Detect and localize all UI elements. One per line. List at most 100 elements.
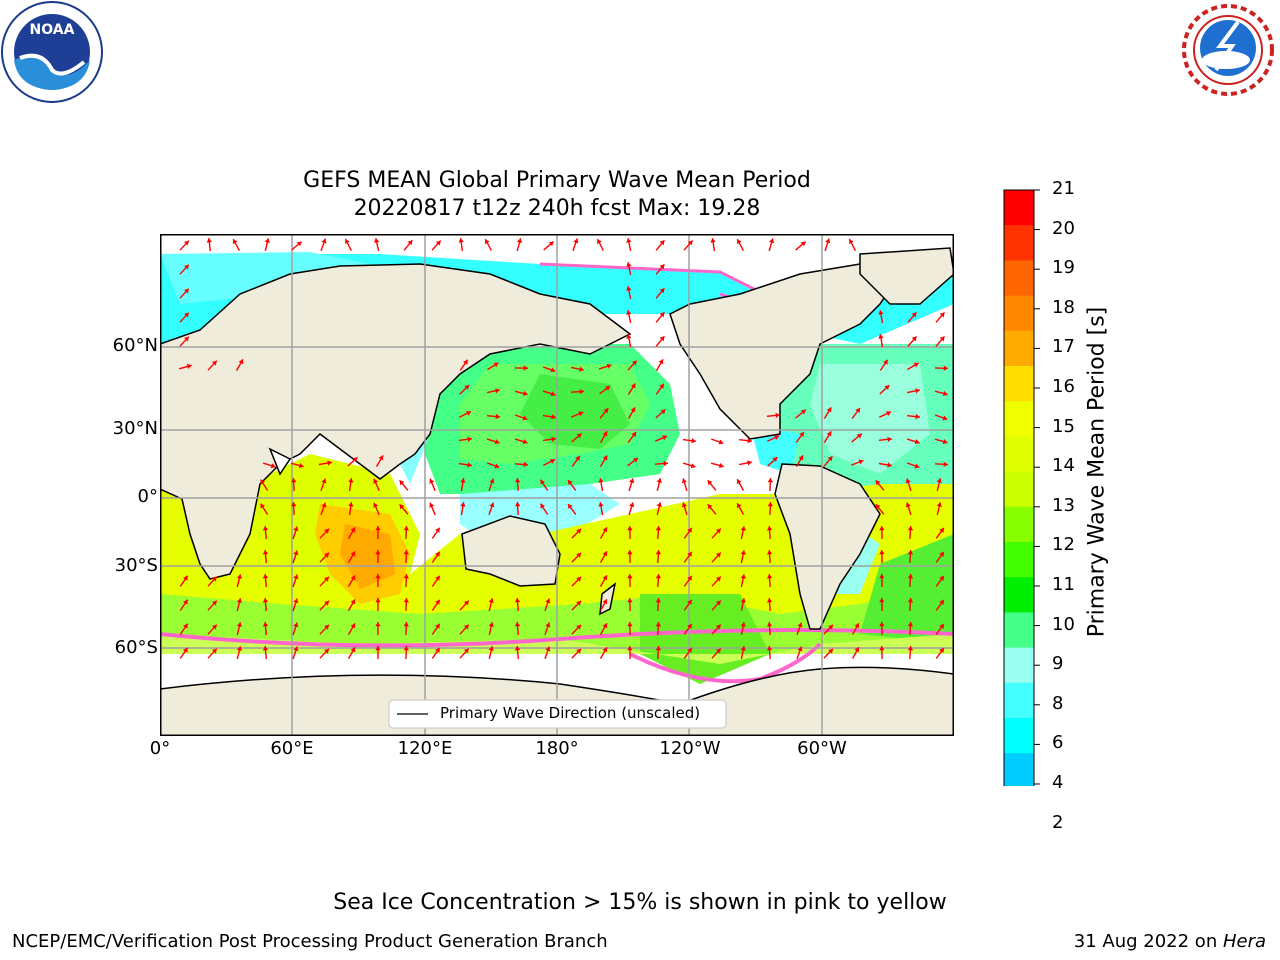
wave-arrow-head [458, 238, 464, 243]
colorbar-segment [1004, 330, 1034, 367]
wave-arrow-head [687, 240, 693, 246]
wave-arrow-head [350, 575, 356, 581]
wave-arrow-head [627, 526, 633, 531]
wave-arrow-head [626, 286, 632, 291]
wave-arrow-head [943, 365, 948, 371]
lon-label-60e: 60°E [270, 738, 314, 759]
colorbar-tick-label: 13 [1052, 494, 1075, 516]
lon-label-120e: 120°E [397, 738, 453, 759]
wave-arrow-head [715, 576, 721, 582]
wave-arrow-head [659, 336, 665, 342]
wave-arrow-head [655, 526, 661, 531]
wave-arrow-head [767, 502, 773, 507]
wave-arrow-head [826, 431, 832, 437]
wave-arrow-head [291, 502, 297, 507]
lat-label-30n: 30°N [112, 418, 158, 439]
wave-arrow-head [630, 383, 636, 389]
wave-arrow-head [262, 598, 269, 603]
wave-arrow-head [293, 598, 299, 604]
colorbar-segment [1004, 295, 1034, 332]
wave-arrow-head [606, 363, 612, 369]
wave-arrow-head [905, 502, 911, 508]
map-title-line2: 20220817 t12z 240h fcst Max: 19.28 [353, 196, 761, 221]
wave-arrow-head [687, 623, 692, 629]
wave-arrow-head [184, 288, 189, 294]
wave-arrow-head [350, 599, 356, 605]
wave-arrow-head [879, 646, 885, 651]
wave-arrow-head [775, 412, 780, 418]
wave-arrow-head [905, 478, 911, 484]
wave-arrow-head [631, 432, 637, 438]
wave-arrow-head [939, 599, 944, 605]
colorbar-tick-label: 12 [1052, 534, 1075, 556]
wave-arrow-head [747, 460, 752, 466]
wave-arrow-head [687, 647, 692, 653]
wave-arrow-head [655, 622, 661, 627]
colorbar-segment [1004, 612, 1034, 649]
wave-arrow-head [907, 550, 914, 555]
colorbar-segment [1004, 718, 1034, 754]
wave-arrow-head [236, 598, 242, 603]
wave-arrow-head [324, 624, 329, 630]
wave-arrow-head [373, 478, 379, 484]
sea-ice-note: Sea Ice Concentration > 15% is shown in … [333, 890, 947, 915]
wave-arrow-head [772, 457, 778, 462]
wave-arrow-head [942, 415, 948, 421]
map-legend [388, 699, 727, 729]
wave-arrow-head [655, 550, 661, 555]
wave-arrow-head [662, 435, 668, 441]
wave-arrow-head [260, 479, 266, 485]
wave-arrow-head [515, 502, 521, 507]
wave-arrow-head [878, 334, 884, 339]
wave-arrow-head [660, 409, 666, 415]
wave-arrow-head [523, 365, 528, 371]
wave-arrow-head [262, 526, 269, 531]
wave-arrow-head [488, 646, 494, 651]
wave-arrow-head [631, 360, 637, 366]
colorbar-segment [1004, 506, 1034, 543]
wave-arrow-head [878, 310, 884, 315]
wave-arrow-head [545, 646, 551, 652]
wave-arrow-head [232, 239, 238, 245]
wave-arrow-head [627, 550, 633, 555]
wave-arrow-head [484, 239, 490, 245]
wave-arrow-head [435, 599, 440, 605]
wave-arrow-head [942, 439, 948, 445]
wave-arrow-head [658, 359, 664, 365]
wave-arrow-head [489, 478, 495, 484]
wave-arrow-head [270, 463, 276, 469]
wave-arrow-head [740, 550, 746, 555]
wave-arrow-head [939, 623, 944, 629]
wave-arrow-head [633, 457, 638, 463]
wave-arrow-head [514, 598, 521, 603]
wave-arrow-head [373, 502, 379, 508]
colorbar-tick-label: 2 [1052, 811, 1064, 833]
wave-arrow-head [375, 550, 381, 555]
wave-arrow-head [212, 648, 217, 654]
wave-arrow-head [375, 646, 381, 651]
colorbar-tick-label: 20 [1052, 217, 1075, 239]
wave-arrow-head [183, 647, 188, 653]
wave-arrow-head [626, 262, 632, 267]
wave-arrow-head [602, 455, 608, 461]
wave-arrow-head [875, 480, 881, 486]
wave-arrow-head [879, 526, 885, 531]
wave-arrow-head [884, 385, 890, 390]
wave-arrow-head [766, 526, 773, 531]
wave-arrow-head [939, 312, 945, 318]
wave-arrow-head [515, 478, 521, 483]
wave-arrow-head [184, 264, 189, 270]
wave-arrow-head [464, 385, 470, 390]
lat-label-60s: 60°S [114, 637, 158, 658]
wave-arrow-head [659, 240, 665, 246]
wave-arrow-head [348, 478, 354, 483]
wave-arrow-head [655, 598, 661, 603]
wave-arrow-head [352, 457, 358, 463]
wave-arrow-head [942, 390, 948, 397]
wave-arrow-head [579, 366, 584, 372]
wave-arrow-head [374, 238, 380, 243]
colorbar-segment [1004, 542, 1034, 578]
wave-arrow-head [466, 411, 471, 416]
wave-arrow-head [907, 622, 914, 627]
wave-arrow-head [540, 503, 545, 509]
